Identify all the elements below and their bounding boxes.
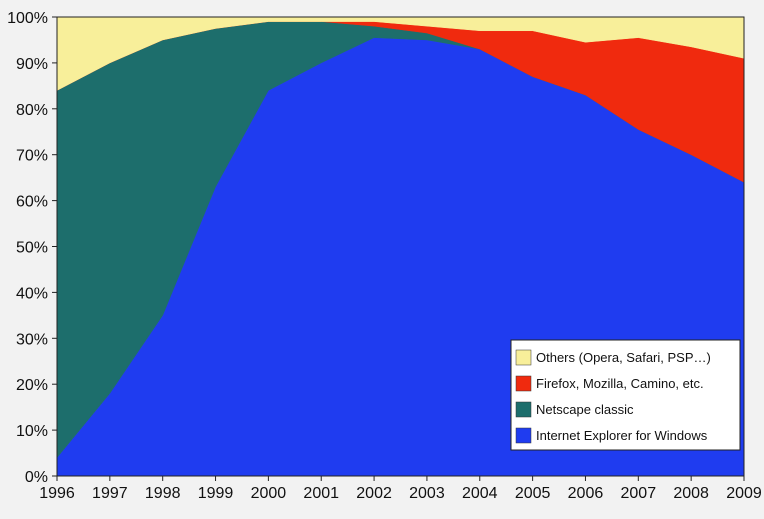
legend-swatch-netscape-classic — [515, 401, 532, 418]
legend-label-internet-explorer-for-windows: Internet Explorer for Windows — [536, 428, 708, 443]
y-tick-label: 10% — [16, 423, 48, 440]
y-tick-label: 30% — [16, 331, 48, 348]
legend-label-others-opera-safari-psp: Others (Opera, Safari, PSP…) — [536, 350, 711, 365]
y-tick-label: 60% — [16, 194, 48, 211]
x-tick-label: 2004 — [462, 485, 498, 502]
legend-swatch-firefox-mozilla-camino-etc — [515, 375, 532, 392]
x-axis: 1996 1997 1998 1999 2000 2001 2002 2003 2004 2005… — [39, 475, 762, 502]
y-tick-label: 40% — [16, 285, 48, 302]
legend-label-netscape-classic: Netscape classic — [536, 402, 634, 417]
x-tick-label: 2009 — [726, 485, 762, 502]
y-tick-label: 20% — [16, 377, 48, 394]
y-tick-label: 50% — [16, 240, 48, 257]
y-tick-label: 0% — [25, 469, 48, 486]
x-tick-label: 2002 — [356, 485, 392, 502]
x-tick-label: 2001 — [303, 485, 339, 502]
y-axis: 0% 10% 20% 30% 40% 50% 60% 70% 80% 90% 100% — [7, 10, 58, 486]
x-tick-label: 1996 — [39, 485, 75, 502]
legend-swatch-others-opera-safari-psp — [515, 349, 532, 366]
legend-box — [510, 339, 741, 451]
legend-label-firefox-mozilla-camino-etc: Firefox, Mozilla, Camino, etc. — [536, 376, 704, 391]
x-tick-label: 1998 — [145, 485, 181, 502]
legend: Others (Opera, Safari, PSP…) Firefox, Moz… — [510, 339, 741, 451]
y-tick-label: 100% — [7, 10, 48, 27]
x-tick-label: 2005 — [515, 485, 551, 502]
x-tick-label: 2003 — [409, 485, 445, 502]
y-tick-label: 90% — [16, 56, 48, 73]
y-tick-label: 70% — [16, 148, 48, 165]
x-tick-label: 2006 — [568, 485, 604, 502]
x-tick-label: 1997 — [92, 485, 128, 502]
x-tick-label: 2007 — [621, 485, 657, 502]
x-tick-label: 2008 — [673, 485, 709, 502]
x-tick-label: 2000 — [251, 485, 287, 502]
y-tick-label: 80% — [16, 102, 48, 119]
legend-swatch-internet-explorer-for-windows — [515, 427, 532, 444]
x-tick-label: 1999 — [198, 485, 234, 502]
